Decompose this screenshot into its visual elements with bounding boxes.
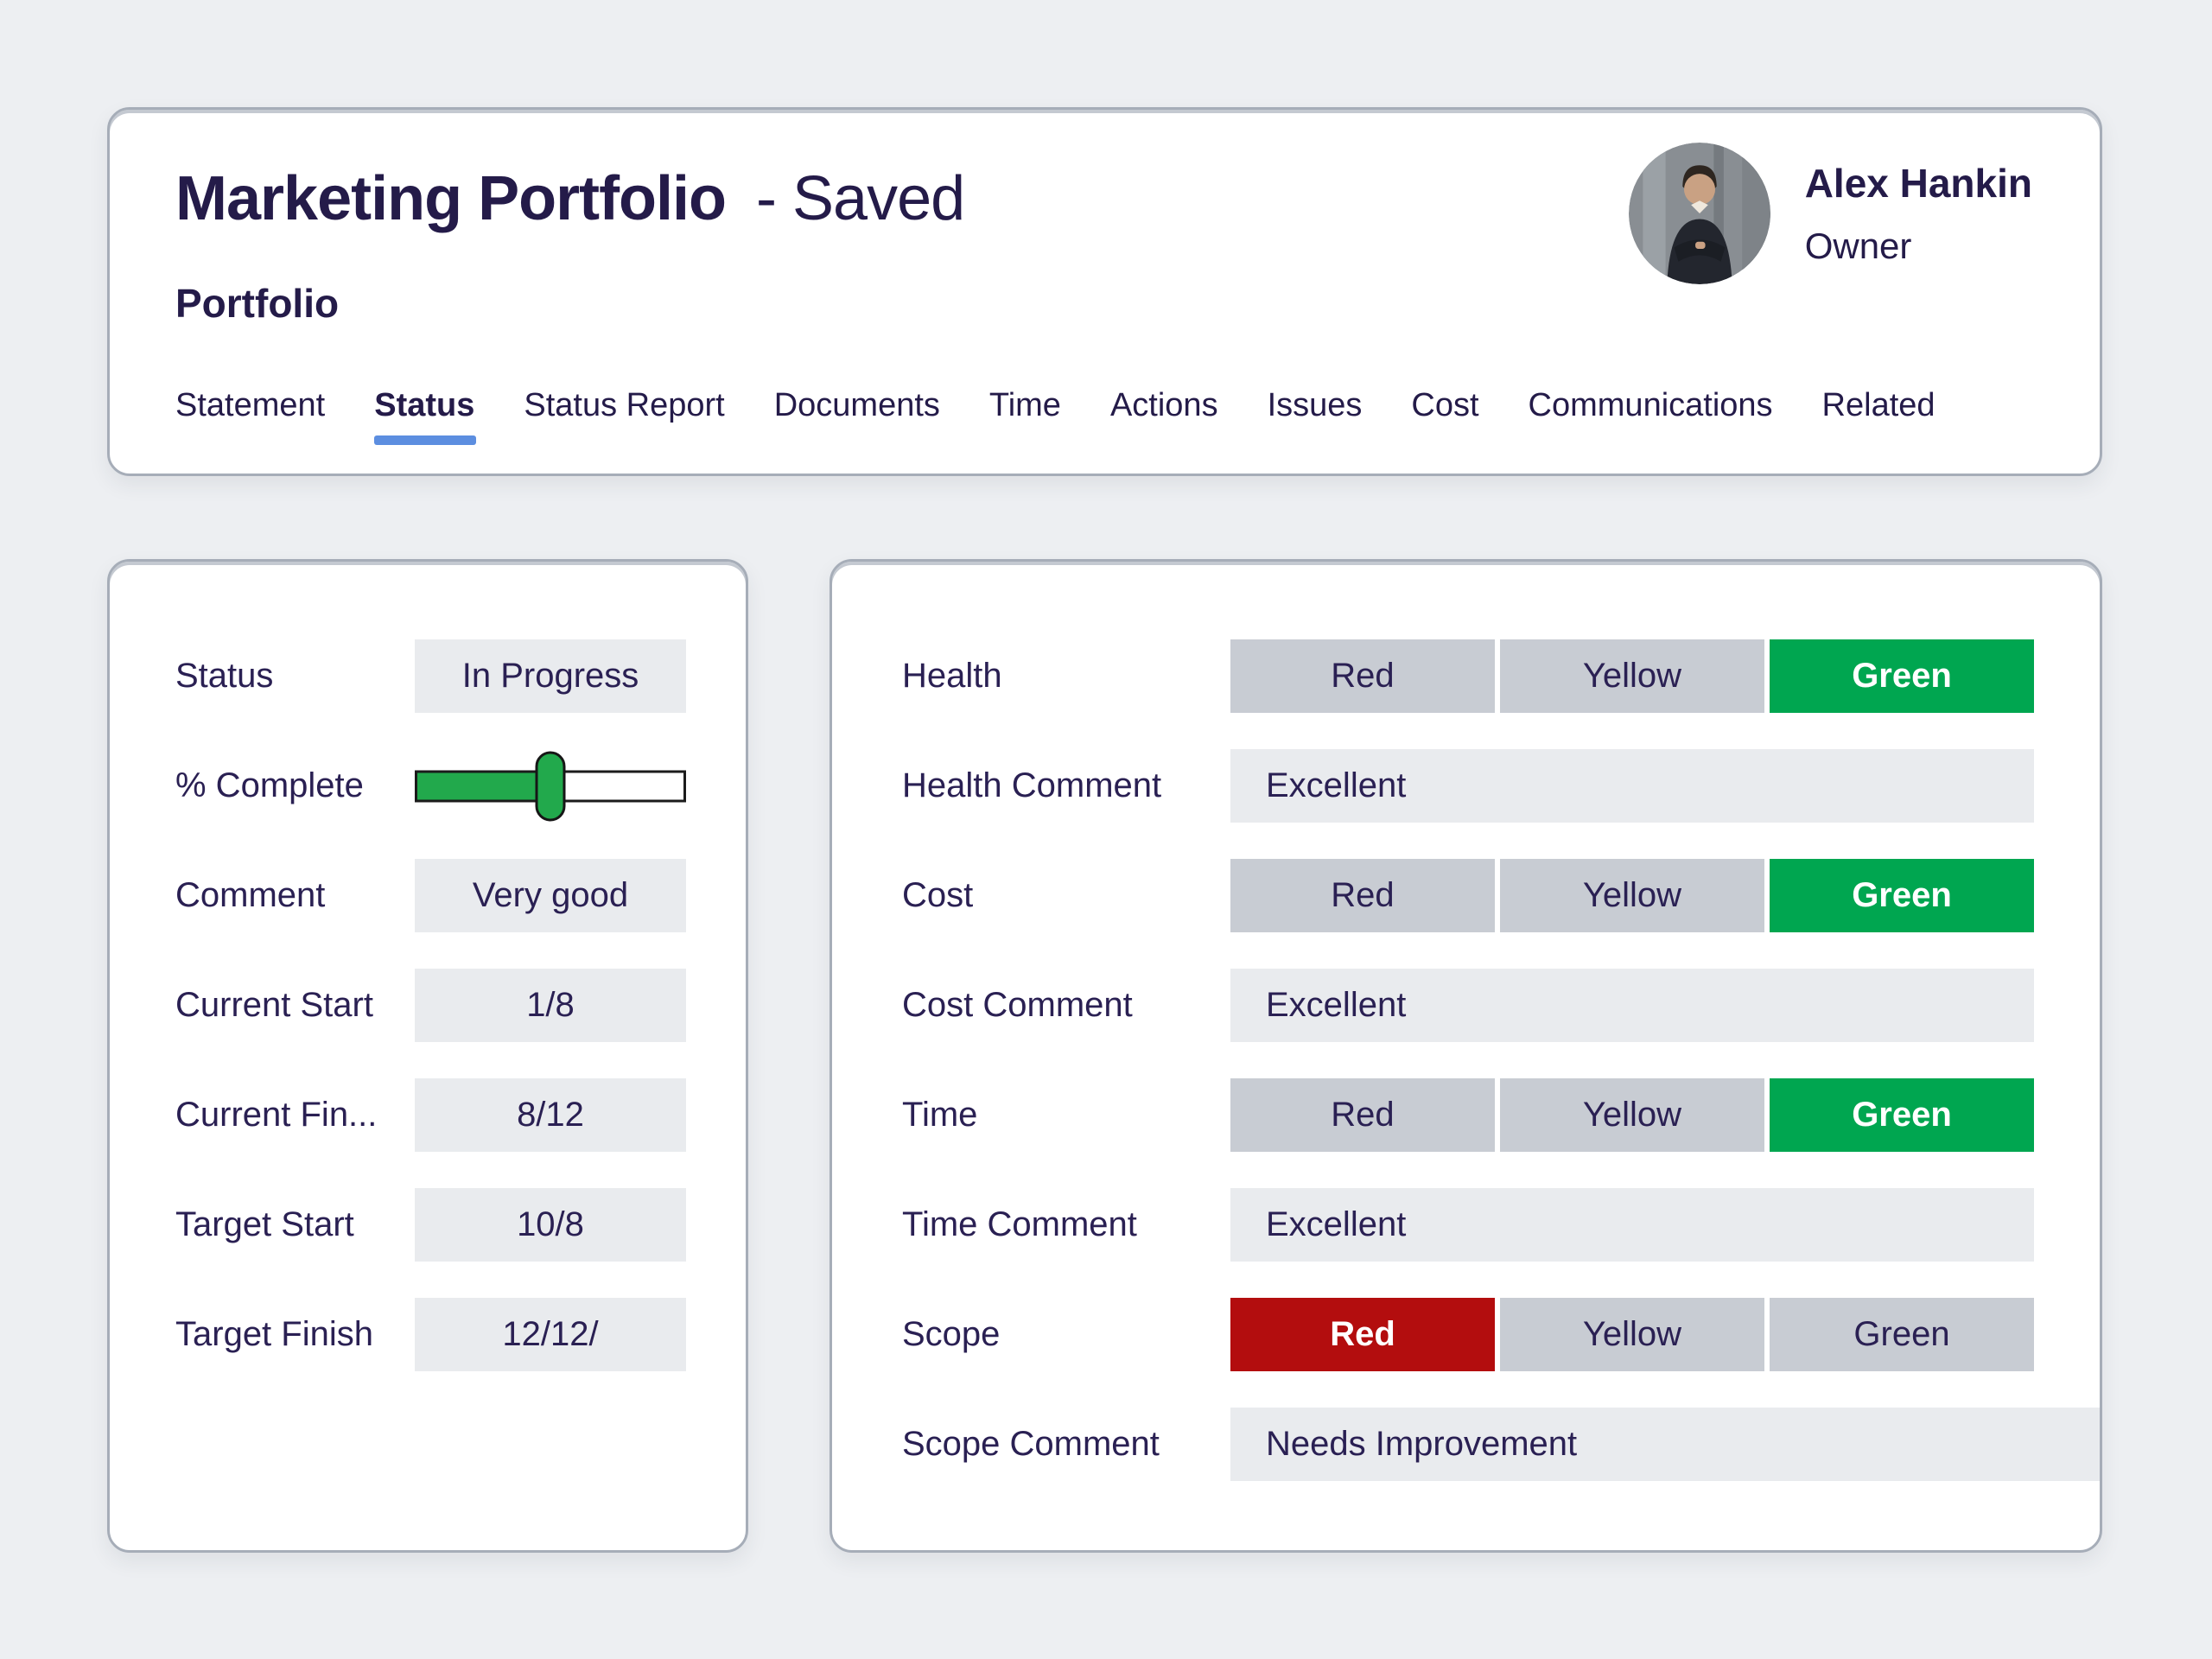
comment-label: Comment	[175, 876, 326, 914]
owner-info: Alex Hankin Owner	[1628, 143, 2032, 284]
status-input[interactable]: In Progress	[415, 639, 686, 713]
current-finish-input[interactable]: 8/12	[415, 1078, 686, 1152]
slider-thumb[interactable]	[535, 751, 566, 821]
cost-comment-input[interactable]: Excellent	[1230, 969, 2034, 1042]
health-rag-selector: Red Yellow Green	[1230, 639, 2034, 713]
owner-text: Alex Hankin Owner	[1805, 160, 2032, 267]
comment-row-cost: Cost Comment Excellent	[902, 969, 2100, 1042]
health-yellow-button[interactable]: Yellow	[1500, 639, 1764, 713]
rag-form-card: Health Red Yellow Green Health Comment E…	[830, 559, 2102, 1553]
avatar	[1628, 143, 1770, 284]
rag-row-health: Health Red Yellow Green	[902, 639, 2100, 713]
tab-communications[interactable]: Communications	[1528, 387, 1773, 424]
time-comment-input[interactable]: Excellent	[1230, 1188, 2034, 1262]
percent-complete-label: % Complete	[175, 766, 364, 804]
tab-related[interactable]: Related	[1821, 387, 1936, 424]
comment-row-scope: Scope Comment Needs Improvement	[902, 1408, 2100, 1481]
health-red-button[interactable]: Red	[1230, 639, 1495, 713]
cost-yellow-button[interactable]: Yellow	[1500, 859, 1764, 932]
cost-rag-selector: Red Yellow Green	[1230, 859, 2034, 932]
portfolio-title-text: Marketing Portfolio	[175, 164, 727, 233]
tab-documents[interactable]: Documents	[773, 387, 940, 424]
health-comment-input[interactable]: Excellent	[1230, 749, 2034, 823]
tab-status[interactable]: Status	[374, 387, 477, 446]
field-row-current-start: Current Start 1/8	[175, 969, 746, 1042]
time-yellow-button[interactable]: Yellow	[1500, 1078, 1764, 1152]
comment-row-time: Time Comment Excellent	[902, 1188, 2100, 1262]
field-row-target-finish: Target Finish 12/12/	[175, 1298, 746, 1371]
rag-row-scope: Scope Red Yellow Green	[902, 1298, 2100, 1371]
health-label: Health	[902, 657, 1002, 695]
cost-red-button[interactable]: Red	[1230, 859, 1495, 932]
target-finish-input[interactable]: 12/12/	[415, 1298, 686, 1371]
rag-row-cost: Cost Red Yellow Green	[902, 859, 2100, 932]
scope-rag-selector: Red Yellow Green	[1230, 1298, 2034, 1371]
field-row-comment: Comment Very good	[175, 859, 746, 932]
page-title: Marketing Portfolio - Saved	[175, 164, 2031, 233]
tab-cost[interactable]: Cost	[1411, 387, 1479, 424]
page-subtitle: Portfolio	[175, 281, 340, 327]
status-label: Status	[175, 657, 274, 695]
tab-issues[interactable]: Issues	[1267, 387, 1363, 424]
rag-row-time: Time Red Yellow Green	[902, 1078, 2100, 1152]
current-finish-label: Current Fin...	[175, 1096, 378, 1134]
percent-complete-slider[interactable]	[415, 749, 686, 823]
field-row-current-finish: Current Fin... 8/12	[175, 1078, 746, 1152]
percent-complete-fill	[417, 772, 550, 799]
current-start-label: Current Start	[175, 986, 373, 1024]
owner-role: Owner	[1804, 226, 1912, 266]
scope-green-button[interactable]: Green	[1770, 1298, 2034, 1371]
field-row-status: Status In Progress	[175, 639, 746, 713]
current-start-input[interactable]: 1/8	[415, 969, 686, 1042]
comment-input[interactable]: Very good	[415, 859, 686, 932]
tab-bar: Statement Status Status Report Documents…	[175, 387, 2031, 446]
scope-yellow-button[interactable]: Yellow	[1500, 1298, 1764, 1371]
avatar-photo	[1628, 143, 1770, 284]
time-red-button[interactable]: Red	[1230, 1078, 1495, 1152]
header-card: Marketing Portfolio - Saved Portfolio St…	[107, 107, 2102, 476]
target-finish-label: Target Finish	[175, 1315, 373, 1353]
saved-status-text: - Saved	[756, 164, 965, 233]
comment-row-health: Health Comment Excellent	[902, 749, 2100, 823]
time-green-button[interactable]: Green	[1770, 1078, 2034, 1152]
time-comment-label: Time Comment	[902, 1205, 1137, 1243]
scope-comment-label: Scope Comment	[902, 1425, 1160, 1463]
target-start-input[interactable]: 10/8	[415, 1188, 686, 1262]
status-form-card: Status In Progress % Complete Comment Ve…	[107, 559, 748, 1553]
field-row-target-start: Target Start 10/8	[175, 1188, 746, 1262]
cost-label: Cost	[902, 876, 974, 914]
health-green-button[interactable]: Green	[1770, 639, 2034, 713]
cost-green-button[interactable]: Green	[1770, 859, 2034, 932]
scope-red-button[interactable]: Red	[1230, 1298, 1495, 1371]
owner-name: Alex Hankin	[1804, 161, 2032, 206]
scope-comment-input[interactable]: Needs Improvement	[1230, 1408, 2100, 1481]
target-start-label: Target Start	[175, 1205, 354, 1243]
tab-actions[interactable]: Actions	[1109, 387, 1218, 424]
time-rag-selector: Red Yellow Green	[1230, 1078, 2034, 1152]
tab-time[interactable]: Time	[988, 387, 1061, 424]
tab-status-report[interactable]: Status Report	[524, 387, 725, 424]
time-label: Time	[902, 1096, 978, 1134]
health-comment-label: Health Comment	[902, 766, 1162, 804]
field-row-percent-complete: % Complete	[175, 749, 746, 823]
tab-statement[interactable]: Statement	[175, 387, 326, 424]
scope-label: Scope	[902, 1315, 1001, 1353]
cost-comment-label: Cost Comment	[902, 986, 1133, 1024]
